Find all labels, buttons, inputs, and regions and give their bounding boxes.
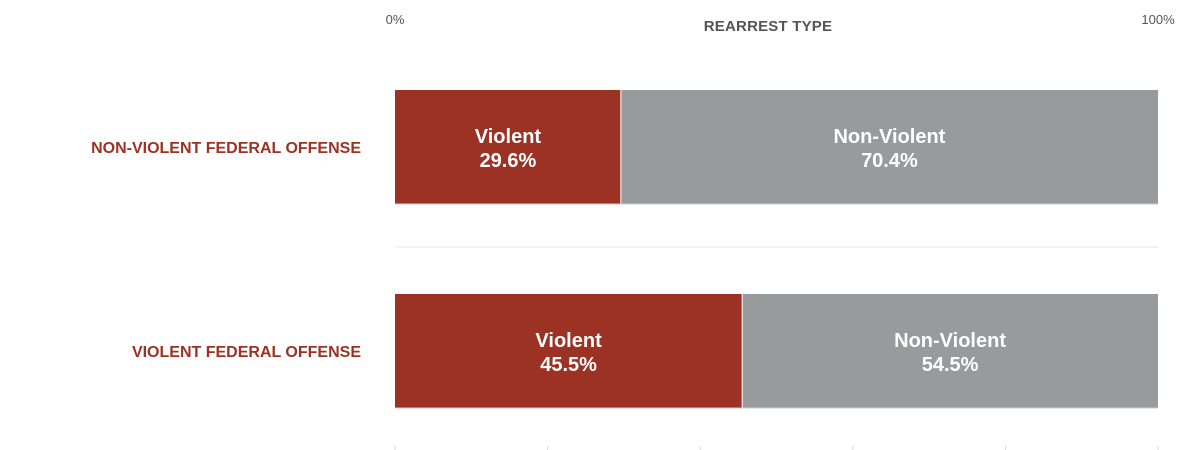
- segment-series-label: Violent: [475, 126, 542, 148]
- bar-segment: [742, 294, 1158, 408]
- segment-value-label: 29.6%: [480, 150, 537, 172]
- segment-series-label: Non-Violent: [894, 330, 1006, 352]
- bar-segment: [620, 90, 1158, 204]
- segment-series-label: Non-Violent: [833, 126, 945, 148]
- bars-layer: NON-VIOLENT FEDERAL OFFENSEViolent29.6%N…: [91, 90, 1159, 450]
- x-axis-max-label: 100%: [1141, 12, 1175, 27]
- segment-value-label: 45.5%: [540, 354, 597, 376]
- bar-segment: [395, 294, 743, 408]
- segment-value-label: 54.5%: [922, 354, 979, 376]
- x-axis-min-label: 0%: [386, 12, 405, 27]
- bar-segment: [395, 90, 621, 204]
- segment-series-label: Violent: [535, 330, 602, 352]
- segment-value-label: 70.4%: [861, 150, 918, 172]
- chart-title: REARREST TYPE: [704, 18, 832, 35]
- category-label: VIOLENT FEDERAL OFFENSE: [132, 344, 361, 361]
- category-label: NON-VIOLENT FEDERAL OFFENSE: [91, 140, 361, 157]
